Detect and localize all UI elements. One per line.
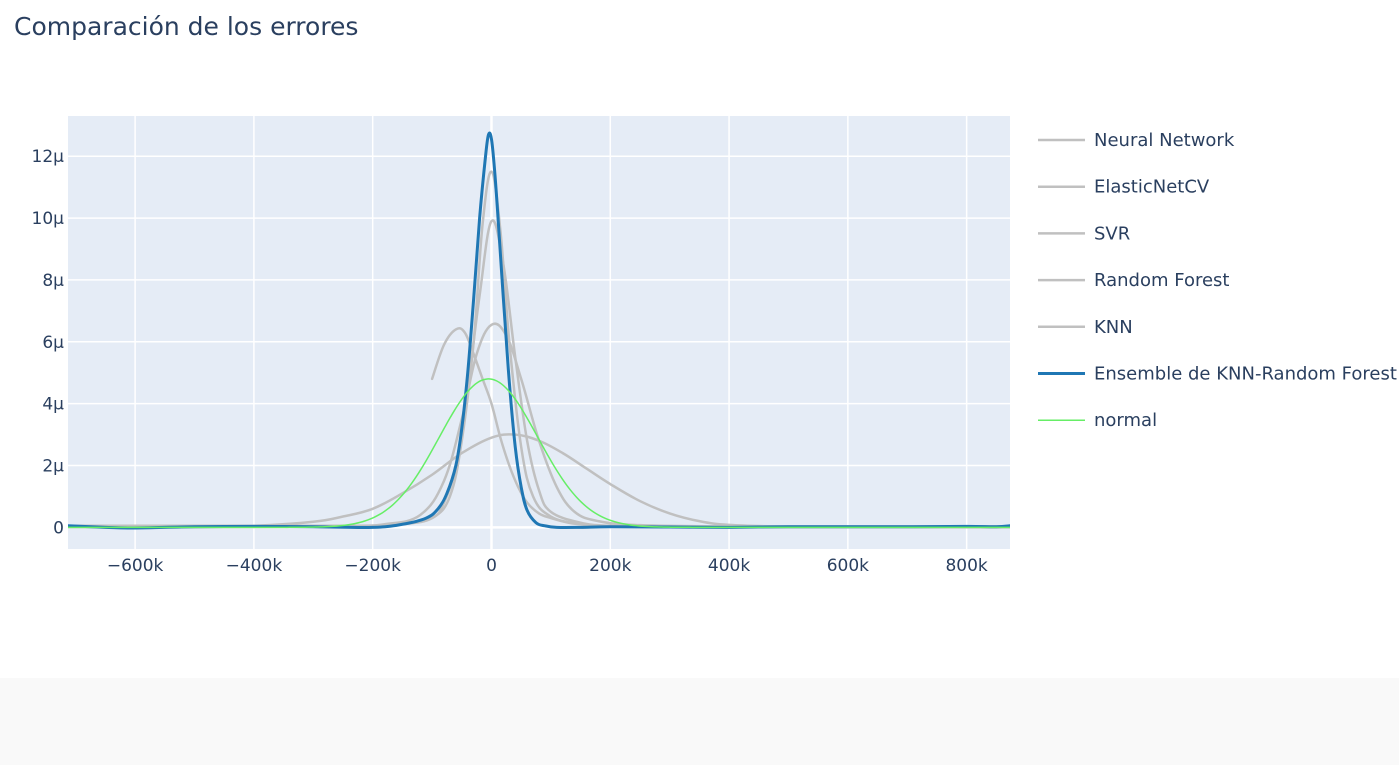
series-line-normal [68, 378, 1010, 529]
legend-label: Ensemble de KNN-Random Forest [1094, 364, 1397, 385]
legend-label: ElasticNetCV [1094, 177, 1210, 198]
legend-label: KNN [1094, 317, 1133, 338]
y-tick-label: 4μ [42, 395, 64, 415]
y-tick-label: 8μ [42, 271, 64, 291]
x-tick-label: −600k [107, 556, 164, 576]
x-tick-label: 400k [708, 556, 750, 576]
y-tick-label: 0 [53, 518, 64, 538]
legend-label: Neural Network [1094, 130, 1235, 151]
legend-item-random-forest[interactable]: Random Forest [1038, 270, 1229, 291]
chart-container: Comparación de los errores −600k −400k −20… [14, 12, 1397, 576]
chart-svg: Comparación de los errores −600k −400k −20… [14, 12, 1397, 576]
x-gridlines [134, 116, 968, 549]
y-tick-label: 6μ [42, 333, 64, 353]
legend-item-ensemble-de-knn-random-forest[interactable]: Ensemble de KNN-Random Forest [1038, 364, 1397, 385]
legend-label: SVR [1094, 223, 1130, 244]
series-layer [68, 131, 1010, 530]
x-tick-label: −200k [344, 556, 401, 576]
legend-item-neural-network[interactable]: Neural Network [1038, 130, 1235, 151]
x-tick-label: 0 [486, 556, 497, 576]
legend-item-svr[interactable]: SVR [1038, 223, 1130, 244]
y-tick-label: 2μ [42, 456, 64, 476]
chart-title: Comparación de los errores [14, 12, 358, 41]
x-tick-label: 200k [589, 556, 631, 576]
x-tick-label: 800k [945, 556, 987, 576]
plot-area [68, 116, 1010, 549]
legend: Neural Network ElasticNetCV SVR Random Fore… [1038, 130, 1397, 431]
legend-item-normal[interactable]: normal [1038, 410, 1157, 431]
legend-label: Random Forest [1094, 270, 1229, 291]
x-axis-ticks: −600k −400k −200k 0 200k 400k 600k 800k [107, 556, 988, 576]
y-tick-label: 10μ [32, 209, 65, 229]
x-tick-label: 600k [827, 556, 869, 576]
legend-label: normal [1094, 410, 1157, 431]
page-footer-band [0, 678, 1399, 765]
x-tick-label: −400k [226, 556, 283, 576]
y-axis-ticks: 0 2μ 4μ 6μ 8μ 10μ 12μ [32, 147, 65, 538]
legend-item-knn[interactable]: KNN [1038, 317, 1133, 338]
y-tick-label: 12μ [32, 147, 65, 167]
legend-item-elasticnetcv[interactable]: ElasticNetCV [1038, 177, 1210, 198]
